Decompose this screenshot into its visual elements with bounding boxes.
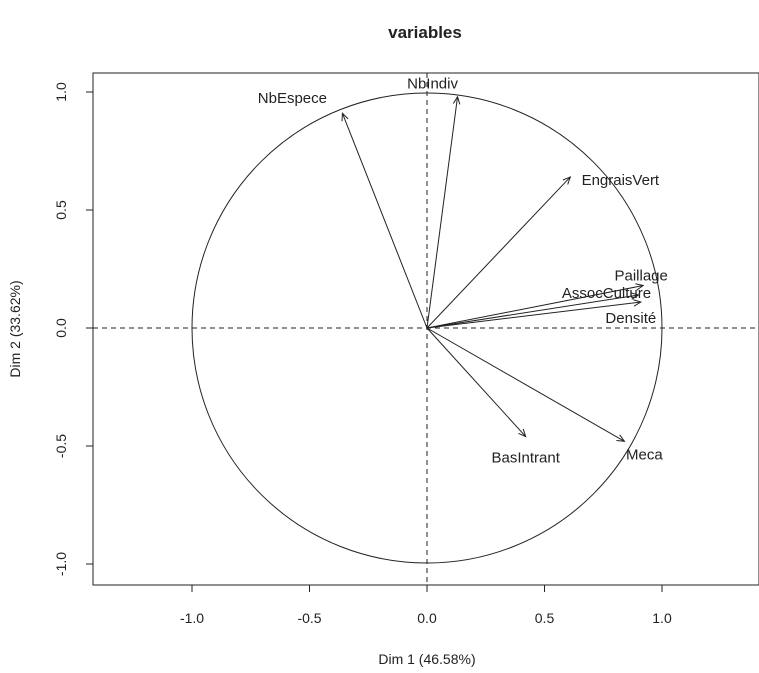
y-axis-ticks: -1.0 -0.5 0.0 0.5 1.0 (53, 82, 93, 576)
x-tick-label: 0.5 (535, 610, 555, 626)
plot-frame (92, 72, 759, 586)
origin-axis-lines (93, 73, 759, 585)
y-tick-label: -1.0 (53, 552, 69, 576)
arrow-head (633, 299, 643, 307)
y-tick-label: 1.0 (53, 82, 69, 102)
variable-arrow (426, 294, 639, 329)
variable-label: Paillage (615, 268, 668, 285)
variable-arrow (426, 327, 625, 442)
chart-title: variables (388, 23, 462, 42)
variable-label: NbEspece (258, 90, 327, 107)
variable-label: EngraisVert (582, 172, 660, 189)
variable-labels: NbEspece NbIndiv EngraisVert PaillageAssocC… (258, 76, 668, 467)
x-axis-label: Dim 1 (46.58%) (378, 651, 475, 667)
variable-label: BasIntrant (492, 450, 561, 467)
variable-label: Meca (626, 446, 663, 463)
variable-arrow (426, 301, 641, 329)
arrow-head (635, 283, 645, 291)
variable-arrow (341, 113, 428, 329)
y-tick-label: 0.0 (53, 318, 69, 338)
variable-arrows (341, 95, 645, 442)
y-axis-label: Dim 2 (33.62%) (7, 280, 23, 377)
y-tick-label: 0.5 (53, 200, 69, 220)
arrow-head (518, 428, 527, 438)
x-tick-label: 1.0 (652, 610, 672, 626)
x-tick-label: -1.0 (180, 610, 204, 626)
unit-circle (191, 92, 663, 564)
y-tick-label: -0.5 (53, 434, 69, 458)
arrow-head (452, 95, 461, 105)
arrow-head (341, 112, 349, 122)
variable-arrow (426, 327, 527, 437)
variable-label: NbIndiv (407, 76, 458, 93)
variable-label: Densité (605, 310, 656, 327)
arrow-head (630, 292, 640, 300)
variable-label: AssocCulture (562, 285, 651, 302)
arrow-head (616, 434, 626, 442)
variable-arrow (426, 285, 644, 329)
x-axis-ticks: -1.0 -0.5 0.0 0.5 1.0 (180, 585, 672, 626)
variable-arrow (426, 176, 571, 329)
variable-arrow (426, 96, 459, 329)
x-tick-label: 0.0 (417, 610, 437, 626)
arrow-head (562, 176, 572, 185)
x-tick-label: -0.5 (297, 610, 321, 626)
